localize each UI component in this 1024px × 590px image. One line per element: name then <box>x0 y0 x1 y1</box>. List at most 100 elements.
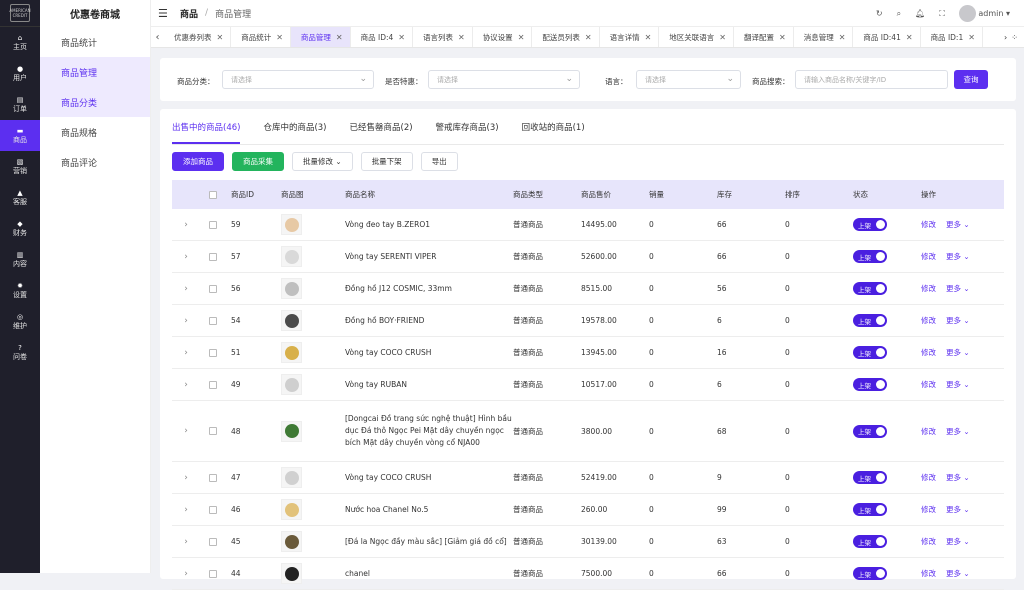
product-image[interactable] <box>281 499 302 520</box>
tab-item[interactable]: 翻译配置 ✕ <box>734 27 794 47</box>
row-checkbox[interactable] <box>208 220 217 229</box>
rail-item-service[interactable]: ▲ 客服 <box>0 182 40 213</box>
rail-item-content[interactable]: ▥ 内容 <box>0 244 40 275</box>
query-button[interactable]: 查询 <box>954 70 988 89</box>
sub-item-review[interactable]: 商品评论 <box>61 158 98 169</box>
more-link[interactable]: 更多 ⌄ <box>946 220 970 229</box>
tab-item[interactable]: 商品管理 ✕ <box>290 27 351 47</box>
tab-item[interactable]: 语言列表 ✕ <box>413 27 473 47</box>
close-icon[interactable]: ✕ <box>905 32 913 42</box>
close-icon[interactable]: ✕ <box>644 32 652 42</box>
more-link[interactable]: 更多 ⌄ <box>946 537 970 546</box>
expand-icon[interactable]: › <box>184 315 188 326</box>
tab-item[interactable]: 商品 ID:41 ✕ <box>853 27 921 47</box>
tab-more[interactable]: › ⁘ <box>998 27 1024 47</box>
more-link[interactable]: 更多 ⌄ <box>946 284 970 293</box>
edit-link[interactable]: 修改 <box>921 569 936 578</box>
collect-product-button[interactable]: 商品采集 <box>232 152 284 171</box>
status-toggle[interactable]: 上架 <box>853 424 887 438</box>
product-image[interactable] <box>281 467 302 488</box>
status-toggle[interactable]: 上架 <box>853 471 887 484</box>
expand-icon[interactable]: › <box>184 347 188 358</box>
edit-link[interactable]: 修改 <box>921 380 936 389</box>
sub-item-category[interactable]: 商品分类 <box>40 87 150 117</box>
product-image[interactable] <box>281 246 302 267</box>
search-input[interactable]: 请输入商品名称/关键字/ID <box>795 70 948 89</box>
more-link[interactable]: 更多 ⌄ <box>946 348 970 357</box>
add-product-button[interactable]: 添加商品 <box>172 152 224 171</box>
product-image[interactable] <box>281 563 302 584</box>
more-link[interactable]: 更多 ⌄ <box>946 473 970 482</box>
close-icon[interactable]: ✕ <box>517 32 525 42</box>
rail-item-maintenance[interactable]: ◎ 维护 <box>0 306 40 337</box>
close-icon[interactable]: ✕ <box>968 32 975 42</box>
expand-icon[interactable]: › <box>184 219 188 230</box>
status-tab[interactable]: 回收站的商品(1) <box>521 122 585 133</box>
product-image[interactable] <box>281 420 302 442</box>
batch-off-button[interactable]: 批量下架 <box>360 152 413 171</box>
product-image[interactable] <box>281 214 302 235</box>
batch-edit-button[interactable]: 批量修改 ⌄ <box>292 152 353 171</box>
user-menu[interactable]: admin ▾ <box>958 5 1010 22</box>
expand-icon[interactable]: › <box>184 379 188 390</box>
more-link[interactable]: 更多 ⌄ <box>946 569 970 578</box>
product-image[interactable] <box>281 374 302 395</box>
more-link[interactable]: 更多 ⌄ <box>946 316 970 325</box>
close-icon[interactable]: ✕ <box>398 32 405 42</box>
rail-item-settings[interactable]: ✹ 设置 <box>0 275 40 306</box>
product-image[interactable] <box>281 310 302 331</box>
rail-item-marketing[interactable]: ▧ 营销 <box>0 151 40 182</box>
row-checkbox[interactable] <box>208 316 217 325</box>
bell-icon[interactable]: 🔔︎ <box>915 9 926 18</box>
row-checkbox[interactable] <box>208 427 217 435</box>
refresh-icon[interactable]: ↻ <box>875 9 883 18</box>
more-link[interactable]: 更多 ⌄ <box>946 252 970 261</box>
edit-link[interactable]: 修改 <box>921 284 936 293</box>
tab-scroll-left-icon[interactable]: ‹ <box>155 31 160 43</box>
row-checkbox[interactable] <box>208 348 217 357</box>
status-toggle[interactable]: 上架 <box>853 218 887 231</box>
expand-icon[interactable]: › <box>184 536 188 547</box>
edit-link[interactable]: 修改 <box>921 537 936 546</box>
edit-link[interactable]: 修改 <box>921 316 936 325</box>
expand-icon[interactable]: › <box>184 283 188 294</box>
tab-item[interactable]: 消息管理 ✕ <box>794 27 854 47</box>
product-image[interactable] <box>281 278 302 299</box>
status-toggle[interactable]: 上架 <box>853 378 887 391</box>
status-tab[interactable]: 出售中的商品(46) <box>172 109 241 144</box>
expand-icon[interactable]: › <box>184 251 188 262</box>
sub-item-stats[interactable]: 商品统计 <box>61 38 98 49</box>
grid-icon[interactable]: ⁘ <box>1011 33 1018 42</box>
tab-item[interactable]: 商品 ID:4 ✕ <box>351 27 413 47</box>
edit-link[interactable]: 修改 <box>921 220 936 229</box>
category-select[interactable]: 请选择 ⌄ <box>222 70 374 89</box>
fullscreen-icon[interactable]: ⛶ <box>939 8 945 18</box>
sub-item-manage[interactable]: 商品管理 <box>40 57 150 87</box>
status-toggle[interactable]: 上架 <box>853 503 887 516</box>
edit-link[interactable]: 修改 <box>921 473 936 482</box>
rail-item-survey[interactable]: ? 问卷 <box>0 337 40 368</box>
row-checkbox[interactable] <box>208 473 217 482</box>
row-checkbox[interactable] <box>208 252 217 261</box>
hamburger-icon[interactable]: ☰ <box>158 6 168 20</box>
search-icon[interactable]: ⌕ <box>896 8 902 18</box>
status-toggle[interactable]: 上架 <box>853 250 887 263</box>
rail-item-home[interactable]: ⌂ 主页 <box>0 27 40 58</box>
close-icon[interactable]: ✕ <box>584 32 592 42</box>
tab-item[interactable]: 优惠券列表 ✕ <box>164 27 232 47</box>
tab-item[interactable]: 商品统计 ✕ <box>231 27 291 47</box>
row-checkbox[interactable] <box>208 537 217 546</box>
close-icon[interactable]: ✕ <box>457 32 465 42</box>
expand-icon[interactable]: › <box>184 504 188 515</box>
close-icon[interactable]: ✕ <box>335 32 343 42</box>
status-tab[interactable]: 已经售罄商品(2) <box>349 122 413 133</box>
edit-link[interactable]: 修改 <box>921 348 936 357</box>
close-icon[interactable]: ✕ <box>216 32 224 42</box>
breadcrumb-root[interactable]: 商品 <box>180 9 199 20</box>
row-checkbox[interactable] <box>208 380 217 389</box>
edit-link[interactable]: 修改 <box>921 505 936 514</box>
status-tab[interactable]: 警戒库存商品(3) <box>435 122 499 133</box>
status-toggle[interactable]: 上架 <box>853 314 887 327</box>
status-toggle[interactable]: 上架 <box>853 567 887 580</box>
close-icon[interactable]: ✕ <box>838 32 846 42</box>
